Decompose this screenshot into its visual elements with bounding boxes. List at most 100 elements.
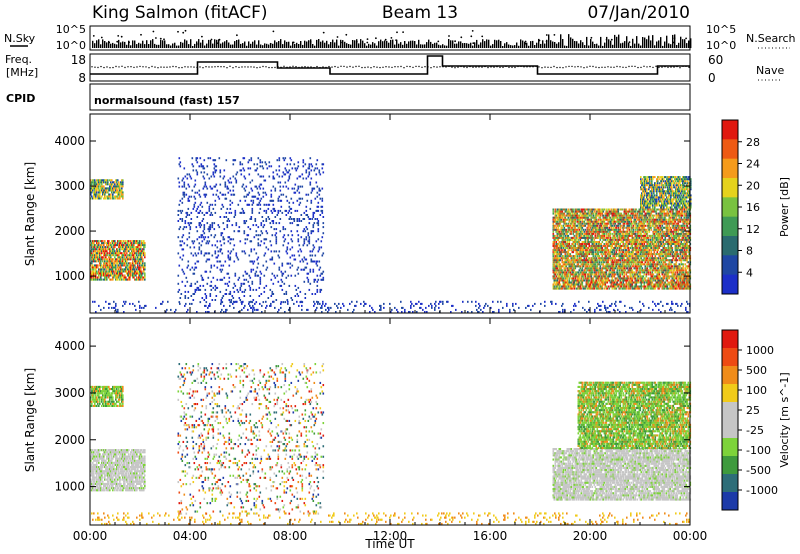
scatter-cell [179,256,182,259]
scatter-cell [588,222,591,225]
scatter-cell [552,259,555,262]
noise-bar [256,44,258,48]
scatter-cell [119,187,121,190]
scatter-cell [589,224,592,227]
scatter-cell [565,261,568,264]
scatter-cell [578,287,581,290]
scatter-cell [96,193,98,196]
scatter-cell [310,260,313,263]
noise-bar [324,42,326,48]
scatter-cell [258,295,261,297]
scatter-cell [587,279,590,282]
scatter-cell [616,281,619,284]
scatter-cell [565,281,568,284]
scatter-cell [569,255,572,258]
scatter-cell [602,279,605,282]
scatter-cell [259,282,262,285]
scatter-cell [255,230,258,233]
scatter-cell [572,275,575,278]
noise-bar [640,45,642,48]
scatter-cell [96,242,98,245]
scatter-cell [129,252,131,255]
scatter-cell [607,222,610,225]
scatter-cell [118,276,120,279]
scatter-cell [575,275,578,278]
scatter-cell [592,220,595,223]
scatter-cell [566,281,569,284]
scatter-cell [590,259,593,262]
nave-dot [655,65,657,68]
scatter-cell [99,248,101,251]
noise-bar [602,45,604,48]
scatter-cell [90,254,92,257]
scatter-cell [564,263,567,266]
scatter-cell [553,224,556,227]
scatter-cell [95,258,97,261]
scatter-cell [92,256,94,259]
scatter-cell [611,287,614,290]
nave-dot [130,66,132,68]
scatter-cell [136,246,138,249]
scatter-cell [179,165,182,168]
scatter-cell [130,272,132,275]
scatter-cell [110,248,112,251]
nave-dot [187,66,189,68]
scatter-cell [314,218,317,220]
scatter-cell [223,276,226,279]
scatter-cell [565,214,568,217]
scatter-cell [319,189,322,192]
noise-bar [118,39,120,48]
scatter-cell [98,187,100,190]
scatter-cell [201,205,204,208]
scatter-cell [561,220,564,223]
scatter-cell [214,250,217,253]
scatter-cell [553,287,556,290]
scatter-cell [586,208,589,211]
scatter-cell [568,279,571,282]
scatter-cell [580,210,583,213]
scatter-cell [177,290,180,293]
scatter-cell [184,175,187,178]
nave-dot [562,67,564,69]
scatter-cell [615,228,618,231]
scatter-cell [605,234,608,237]
scatter-cell [246,272,249,275]
nave-dot [484,65,486,68]
scatter-cell [128,272,130,275]
scatter-cell [600,243,603,245]
scatter-cell [191,189,194,192]
scatter-cell [123,268,125,271]
scatter-cell [558,236,561,239]
scatter-cell [133,268,135,271]
scatter-cell [261,165,264,168]
scatter-cell [90,181,92,184]
noise-bar [616,36,618,48]
scatter-cell [100,189,102,192]
noise-bar [470,42,472,48]
scatter-cell [576,214,579,217]
scatter-cell [126,278,128,281]
scatter-cell [120,260,122,263]
scatter-cell [282,157,285,160]
scatter-cell [576,279,579,282]
scatter-cell [615,255,618,258]
scatter-cell [93,187,95,190]
scatter-cell [566,275,569,278]
scatter-cell [143,276,145,279]
scatter-cell [553,218,556,221]
scatter-cell [92,242,94,245]
scatter-cell [558,241,561,243]
scatter-cell [579,267,582,270]
scatter-cell [581,263,584,266]
noise-dot [471,30,474,32]
scatter-cell [194,252,197,255]
nave-dot [355,65,357,68]
scatter-cell [140,254,142,257]
scatter-cell [587,281,590,284]
scatter-cell [237,203,240,206]
scatter-cell [290,297,293,299]
scatter-cell [576,255,579,258]
scatter-cell [223,169,226,172]
scatter-cell [195,159,198,162]
scatter-cell [95,181,97,184]
